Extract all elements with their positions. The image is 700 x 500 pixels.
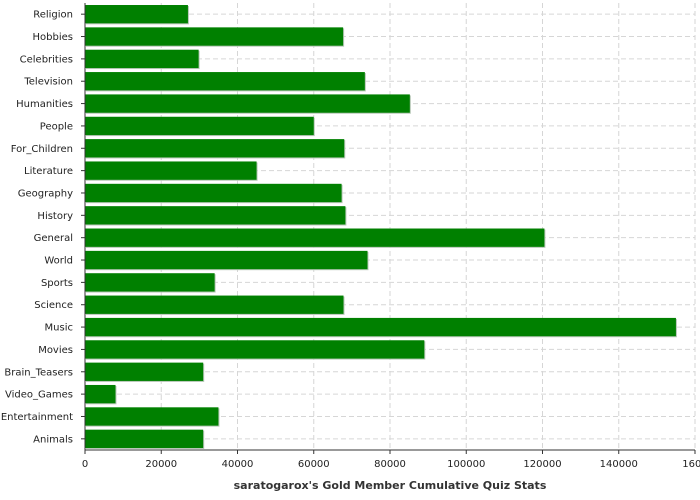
x-tick-label: 1600 (682, 459, 700, 470)
x-tick-label: 0 (82, 459, 88, 470)
bar-sports (85, 273, 215, 292)
category-label: General (34, 233, 73, 244)
bar-world (85, 250, 368, 270)
bar-literature (85, 161, 257, 180)
bar-for-children (85, 139, 345, 158)
category-label: Animals (33, 434, 73, 445)
bar-music (85, 317, 676, 337)
bar-people (85, 116, 314, 136)
bar-brain-teasers (85, 362, 204, 381)
x-tick-label: 40000 (222, 459, 254, 470)
x-tick-label: 20000 (145, 459, 177, 470)
bar-geography (85, 183, 342, 203)
category-label: History (37, 211, 73, 222)
bar-hobbies (85, 27, 344, 46)
category-label: Science (34, 300, 73, 311)
category-label: Brain_Teasers (4, 367, 73, 378)
category-label: Literature (24, 166, 73, 177)
category-label: Religion (33, 10, 73, 21)
bar-general (85, 228, 545, 247)
bars (85, 5, 677, 449)
category-label: For_Children (11, 144, 73, 155)
bar-entertainment (85, 407, 219, 426)
x-tick-labels: 0 20000 40000 60000 80000 100000 120000 140000 1… (82, 450, 700, 470)
category-label: Movies (38, 345, 73, 356)
category-label: Video_Games (5, 390, 73, 401)
bar-animals (85, 429, 204, 448)
bar-history (85, 206, 346, 225)
category-label: Humanities (16, 99, 73, 110)
category-labels: Religion Hobbies Celebrities Television Huma… (1, 10, 85, 445)
bar-television (85, 72, 365, 91)
category-label: Hobbies (33, 32, 73, 43)
category-label: Geography (18, 188, 73, 199)
bar-science (85, 295, 344, 314)
bar-religion (85, 5, 188, 24)
category-label: People (40, 121, 73, 132)
x-tick-label: 80000 (374, 459, 406, 470)
x-tick-label: 120000 (523, 459, 561, 470)
x-tick-label: 60000 (298, 459, 330, 470)
bar-humanities (85, 94, 410, 113)
category-label: Television (23, 77, 73, 88)
x-axis-title: saratogarox's Gold Member Cumulative Qui… (234, 479, 547, 492)
bar-celebrities (85, 49, 199, 69)
x-tick-label: 100000 (447, 459, 485, 470)
bar-movies (85, 340, 425, 359)
category-label: Sports (41, 278, 73, 289)
bar-video-games (85, 384, 116, 404)
x-tick-label: 140000 (600, 459, 638, 470)
category-label: Music (45, 323, 73, 334)
category-label: Entertainment (1, 412, 73, 423)
category-label: World (44, 256, 73, 267)
category-label: Celebrities (20, 54, 73, 65)
